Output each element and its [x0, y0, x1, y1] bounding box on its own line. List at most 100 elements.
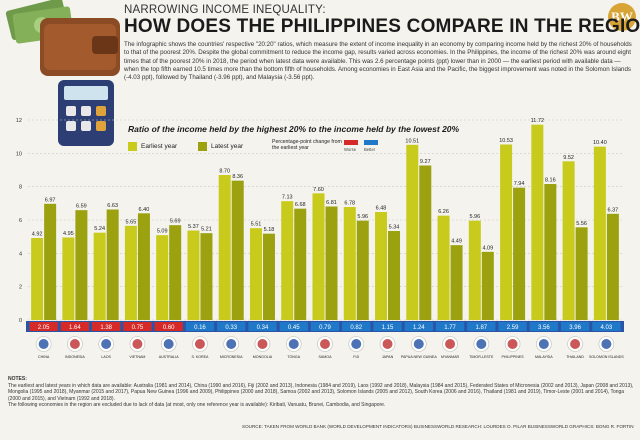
bar-latest — [325, 206, 338, 320]
change-cell — [342, 322, 371, 331]
data-label-latest: 7.94 — [514, 181, 525, 187]
data-label-earliest: 7.60 — [313, 187, 324, 193]
bar-chart: 0 2 4 6 8 10 12 4.92 6.97 2.05 CHINA 4.95 6.59 1.64 IN… — [16, 118, 624, 359]
legend-worse-swatch — [344, 140, 358, 145]
change-cell — [248, 322, 277, 331]
change-cell — [123, 322, 152, 331]
flag-icon-fill — [476, 339, 487, 349]
data-label-latest: 8.36 — [232, 174, 243, 180]
bar-latest — [106, 209, 119, 320]
y-tick-label: 2 — [19, 285, 22, 291]
flag-icon-fill — [69, 339, 80, 349]
change-cell — [498, 322, 527, 331]
data-label-latest: 5.56 — [576, 221, 587, 227]
bar-latest — [169, 225, 182, 320]
y-tick-label: 12 — [16, 118, 22, 124]
data-label-earliest: 5.09 — [157, 229, 168, 235]
country-label: PHILIPPINES — [501, 355, 524, 359]
bar-earliest — [343, 207, 356, 320]
flag-icon-fill — [257, 339, 268, 349]
change-cell — [92, 322, 121, 331]
data-label-earliest: 5.96 — [469, 214, 480, 220]
legend-better-swatch — [364, 140, 378, 145]
change-cell — [154, 322, 183, 331]
flag-icon-fill — [101, 339, 112, 349]
change-label: 1.24 — [413, 325, 425, 331]
change-cell — [592, 322, 621, 331]
change-cell — [404, 322, 433, 331]
change-label: 0.16 — [194, 325, 206, 331]
flag-icon-fill — [38, 339, 49, 349]
flag-icon-fill — [570, 339, 581, 349]
change-cell — [310, 322, 340, 331]
change-label: 1.38 — [100, 325, 112, 331]
change-label: 1.87 — [475, 325, 487, 331]
legend-change-title: Percentage-point change from the earlies… — [272, 139, 342, 152]
businessworld-logo: BW — [608, 3, 636, 31]
change-cell — [373, 322, 402, 331]
change-cell — [279, 322, 308, 331]
bar-latest — [75, 210, 88, 320]
bar-earliest — [187, 230, 200, 320]
legend-earliest-label: Earliest year — [141, 143, 178, 150]
flag-icon-fill — [382, 339, 393, 349]
data-label-latest: 6.97 — [45, 197, 56, 203]
data-label-latest: 9.27 — [420, 159, 431, 165]
data-label-latest: 5.21 — [201, 227, 212, 233]
change-label: 2.59 — [507, 325, 519, 331]
y-tick-label: 10 — [16, 151, 22, 157]
bar-earliest — [156, 235, 169, 320]
chart-area: 0 2 4 6 8 10 12 4.92 6.97 2.05 CHINA 4.95 6.59 1.64 IN… — [8, 118, 628, 359]
bar-latest — [44, 203, 57, 320]
change-cell — [529, 322, 558, 331]
country-label: PAPUA NEW GUINEA — [401, 355, 437, 359]
legend-worse-label: Worse — [344, 147, 357, 152]
y-tick-label: 8 — [19, 185, 22, 191]
data-label-latest: 4.49 — [451, 239, 462, 245]
change-cell — [60, 322, 90, 331]
flag-icon-fill — [601, 339, 612, 349]
legend-earliest-swatch — [128, 142, 137, 151]
change-cell — [467, 322, 496, 331]
kicker: NARROWING INCOME INEQUALITY: — [124, 4, 326, 16]
bar-earliest — [375, 212, 388, 320]
flag-icon-fill — [320, 339, 330, 349]
bar-latest — [575, 227, 588, 320]
country-label: MICRONESIA — [220, 355, 243, 359]
data-label-latest: 6.59 — [76, 204, 87, 210]
logo-text: BW — [611, 9, 633, 24]
data-label-earliest: 5.51 — [251, 222, 262, 228]
data-label-latest: 6.37 — [608, 207, 619, 213]
data-label-latest: 6.63 — [107, 203, 118, 209]
legend-better-label: Better — [364, 147, 376, 152]
country-label: CHINA — [38, 355, 50, 359]
bar-earliest — [593, 146, 606, 320]
legend-latest-label: Latest year — [211, 143, 244, 150]
flag-icon-fill — [538, 339, 549, 349]
calculator-icon — [58, 80, 114, 146]
chart-title: Ratio of the income held by the highest … — [128, 124, 460, 134]
bar-earliest — [281, 201, 294, 320]
wallet-calculator-illustration — [5, 0, 120, 146]
country-label: SAMOA — [319, 355, 333, 359]
data-label-earliest: 10.40 — [593, 140, 607, 146]
bar-earliest — [500, 144, 513, 320]
country-label: LAOS — [101, 355, 111, 359]
change-label: 1.77 — [444, 325, 456, 331]
bar-earliest — [437, 215, 450, 320]
change-label: 4.03 — [601, 325, 613, 331]
data-label-earliest: 6.78 — [344, 201, 355, 207]
flag-icon-fill — [413, 339, 424, 349]
bar-earliest — [62, 237, 75, 320]
bar-earliest — [31, 238, 44, 320]
bar-earliest — [531, 124, 544, 321]
data-label-earliest: 5.65 — [126, 219, 137, 225]
y-tick-label: 4 — [19, 251, 22, 257]
change-cell — [217, 322, 246, 331]
flag-icon-fill — [507, 339, 518, 349]
change-label: 0.79 — [319, 325, 331, 331]
data-label-earliest: 5.37 — [188, 224, 199, 230]
change-label: 0.33 — [225, 325, 237, 331]
change-label: 0.34 — [257, 325, 269, 331]
bar-latest — [262, 233, 275, 320]
